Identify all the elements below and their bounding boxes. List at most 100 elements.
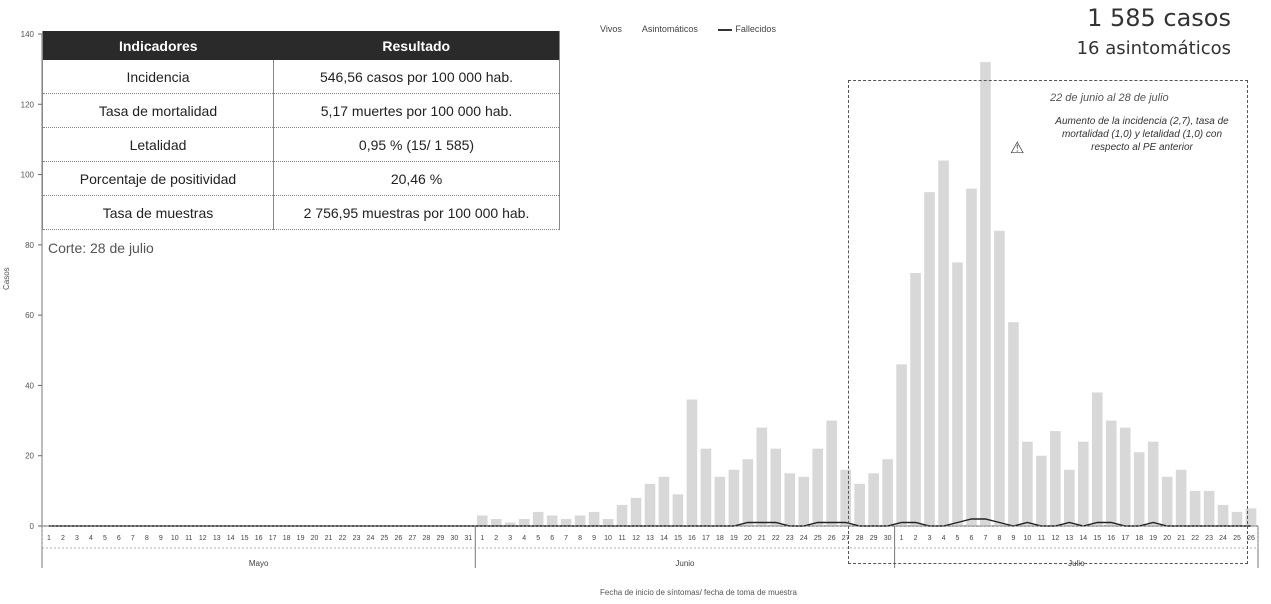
bar [770, 448, 782, 526]
x-tick-label: 23 [1205, 535, 1213, 542]
y-tick-label: 120 [21, 100, 35, 109]
x-tick-label: 19 [1149, 535, 1157, 542]
indicator-value: 2 756,95 muestras por 100 000 hab. [273, 195, 560, 230]
highlight-period-box [848, 80, 1248, 564]
x-tick-label: 5 [103, 535, 107, 542]
x-tick-label: 2 [61, 535, 65, 542]
bar [476, 515, 488, 526]
bar [714, 476, 726, 526]
y-tick-label: 80 [25, 241, 34, 250]
x-tick-label: 13 [646, 535, 654, 542]
bar [1036, 455, 1047, 526]
x-tick-label: 18 [716, 535, 724, 542]
bar [882, 459, 893, 526]
x-tick-label: 13 [1065, 535, 1073, 542]
x-tick-label: 5 [536, 535, 540, 542]
bar [560, 518, 572, 526]
bar [672, 494, 684, 526]
x-tick-label: 17 [702, 535, 710, 542]
y-tick-label: 60 [25, 311, 34, 320]
bar [826, 420, 838, 526]
bar [1008, 322, 1019, 526]
x-tick-label: 28 [422, 535, 430, 542]
x-tick-label: 24 [367, 535, 375, 542]
table-row: Incidencia 546,56 casos por 100 000 hab. [42, 60, 560, 94]
x-tick-label: 14 [1079, 535, 1087, 542]
table-row: Porcentaje de positividad 20,46 % [42, 161, 560, 196]
x-tick-label: 17 [269, 535, 277, 542]
x-tick-label: 23 [786, 535, 794, 542]
x-tick-label: 9 [592, 535, 596, 542]
x-tick-label: 23 [353, 535, 361, 542]
legend-deceased-label: Fallecidos [735, 24, 776, 34]
bar [924, 192, 935, 526]
x-tick-label: 28 [856, 535, 864, 542]
y-tick-label: 20 [25, 452, 34, 461]
bar [966, 188, 977, 526]
indicator-value: 546,56 casos por 100 000 hab. [273, 60, 560, 94]
bar [784, 473, 796, 526]
bar [1050, 431, 1061, 526]
bar [840, 469, 851, 526]
annotation-text: Aumento de la incidencia (2,7), tasa de … [1055, 116, 1229, 153]
x-tick-label: 4 [522, 535, 526, 542]
bar [1245, 508, 1257, 526]
bar [868, 473, 879, 526]
annotation-date: 22 de junio al 28 de julio [1050, 92, 1169, 104]
x-tick-label: 21 [325, 535, 333, 542]
x-tick-label: 18 [1135, 535, 1143, 542]
bar [1217, 504, 1229, 526]
table-row: Letalidad 0,95 % (15/ 1 585) [42, 127, 560, 162]
x-tick-label: 4 [89, 535, 93, 542]
x-tick-label: 11 [618, 535, 625, 542]
bar [1091, 392, 1103, 526]
bar [1119, 427, 1131, 526]
indicator-name: Tasa de mortalidad [42, 93, 274, 128]
x-tick-label: 1 [47, 535, 51, 542]
x-tick-label: 16 [255, 535, 263, 542]
table-header-indicators: Indicadores [42, 31, 274, 60]
x-tick-label: 20 [311, 535, 319, 542]
x-tick-label: 1 [480, 535, 484, 542]
x-tick-label: 20 [1163, 535, 1171, 542]
y-tick-label: 100 [21, 171, 35, 180]
x-tick-label: 22 [772, 535, 780, 542]
x-tick-label: 1 [900, 535, 904, 542]
bar [686, 399, 698, 526]
bar [1133, 452, 1145, 526]
x-tick-label: 14 [227, 535, 235, 542]
bar [490, 518, 502, 526]
x-tick-label: 4 [942, 535, 946, 542]
bar [1077, 441, 1089, 526]
bar [1147, 441, 1159, 526]
indicator-value: 20,46 % [273, 161, 560, 196]
x-tick-label: 30 [450, 535, 458, 542]
bar [658, 476, 670, 526]
bar [1231, 511, 1243, 526]
x-tick-label: 2 [914, 535, 918, 542]
bar [938, 160, 949, 526]
x-tick-label: 16 [688, 535, 696, 542]
bar [742, 459, 754, 526]
bar [532, 511, 544, 526]
bar [1161, 476, 1173, 526]
x-tick-label: 9 [159, 535, 163, 542]
x-tick-label: 8 [997, 535, 1001, 542]
x-tick-label: 13 [213, 535, 221, 542]
x-tick-label: 26 [395, 535, 403, 542]
indicators-table: Indicadores Resultado Incidencia 546,56 c… [42, 31, 560, 230]
cutoff-date: Corte: 28 de julio [48, 240, 154, 256]
x-tick-label: 22 [1191, 535, 1199, 542]
legend-deceased: Fallecidos [718, 24, 794, 34]
bar [728, 469, 740, 526]
table-row: Tasa de mortalidad 5,17 muertes por 100 0… [42, 93, 560, 128]
bar [1189, 490, 1201, 526]
x-tick-label: 18 [283, 535, 291, 542]
bar [602, 518, 614, 526]
x-tick-label: 5 [956, 535, 960, 542]
x-tick-label: 12 [632, 535, 640, 542]
x-tick-label: 7 [983, 535, 987, 542]
bar [546, 515, 558, 526]
bar [854, 483, 865, 526]
